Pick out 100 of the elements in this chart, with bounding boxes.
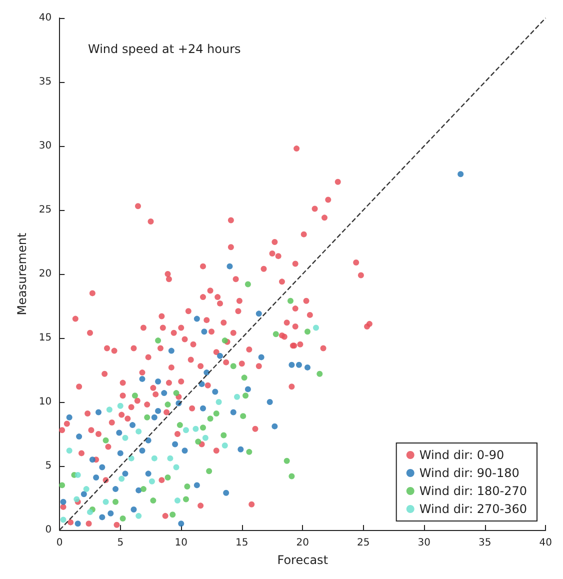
y-tick-label: 10	[38, 396, 52, 408]
point	[155, 408, 162, 414]
point	[132, 392, 138, 399]
point	[120, 515, 126, 522]
point	[96, 409, 102, 416]
point	[194, 482, 200, 488]
point	[226, 263, 233, 270]
point	[176, 422, 183, 428]
point	[80, 491, 87, 498]
point	[116, 430, 122, 436]
point	[458, 171, 464, 178]
point	[117, 450, 124, 456]
y-tick-label: 5	[45, 460, 52, 472]
point	[222, 442, 228, 449]
point	[151, 455, 158, 462]
legend-label: Wind dir: 90-180	[419, 466, 520, 480]
point	[168, 348, 174, 354]
point	[139, 448, 146, 454]
point	[145, 437, 152, 444]
point	[240, 413, 246, 420]
point	[60, 498, 66, 505]
point	[272, 331, 279, 338]
point	[99, 514, 106, 520]
point	[145, 470, 152, 477]
point	[66, 448, 72, 454]
point	[230, 363, 236, 370]
point	[164, 474, 171, 481]
point	[195, 438, 202, 445]
point	[136, 487, 142, 494]
point	[93, 474, 100, 481]
point	[106, 406, 112, 413]
point	[102, 437, 109, 444]
x-tick-label: 15	[236, 538, 248, 548]
point	[206, 468, 212, 474]
point	[102, 498, 109, 505]
point	[256, 310, 262, 317]
point	[74, 520, 81, 527]
x-tick-label: 0	[56, 538, 63, 548]
point	[296, 362, 302, 368]
point	[287, 298, 294, 304]
point	[59, 482, 66, 488]
y-tick-label: 40	[38, 12, 52, 24]
point	[238, 446, 244, 452]
point	[272, 423, 278, 430]
point	[288, 362, 295, 368]
point	[258, 354, 264, 360]
point	[122, 470, 128, 477]
point	[207, 416, 214, 422]
point	[140, 486, 146, 492]
point	[222, 338, 228, 344]
point	[174, 498, 180, 504]
point	[112, 498, 119, 505]
point	[241, 374, 248, 381]
point	[87, 509, 93, 516]
point	[130, 422, 136, 428]
point	[172, 441, 178, 448]
point	[192, 426, 199, 432]
point	[136, 512, 142, 519]
point	[128, 455, 134, 462]
point	[148, 478, 155, 484]
point	[74, 496, 80, 502]
x-tick-label: 5	[117, 538, 124, 548]
point	[173, 390, 180, 396]
point	[184, 483, 190, 490]
point	[313, 324, 319, 331]
point	[83, 486, 90, 492]
point	[150, 498, 156, 504]
point	[74, 472, 81, 478]
x-axis-title: Forecast	[277, 553, 328, 567]
point	[136, 428, 142, 434]
point	[244, 386, 251, 392]
x-tick-label: 25	[357, 538, 370, 548]
point	[216, 399, 222, 405]
y-tick-label: 35	[38, 76, 52, 88]
y-tick-label: 25	[38, 204, 52, 216]
point	[242, 392, 249, 399]
point	[246, 448, 252, 455]
point	[201, 328, 208, 335]
point	[200, 424, 206, 431]
point	[266, 399, 273, 405]
point	[288, 473, 295, 480]
point	[139, 376, 146, 382]
point	[122, 434, 128, 441]
point	[161, 390, 168, 396]
point	[217, 352, 224, 359]
y-axis-title: Measurement	[15, 232, 29, 316]
text: Wind speed at +24 hours	[88, 42, 241, 56]
x-tick-label: 35	[478, 538, 492, 548]
legend-label: Wind dir: 180-270	[419, 484, 528, 498]
point	[223, 490, 230, 496]
point	[60, 516, 66, 523]
point	[200, 405, 206, 412]
point	[164, 402, 171, 408]
point	[66, 414, 72, 420]
point	[117, 402, 124, 409]
point	[304, 328, 310, 335]
point	[170, 512, 176, 518]
point	[182, 427, 189, 434]
point	[167, 455, 174, 462]
legend-label: Wind dir: 0-90	[419, 448, 504, 462]
